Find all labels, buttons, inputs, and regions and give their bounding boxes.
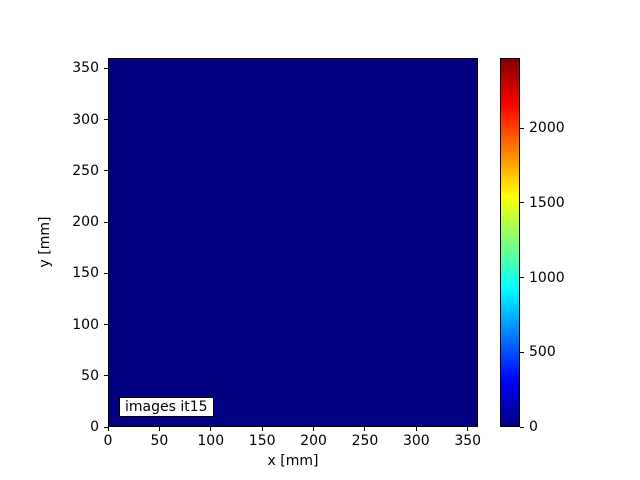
y-tick-label: 150 <box>72 265 99 282</box>
annotation-box: images it15 <box>119 397 214 417</box>
y-tick-mark <box>104 170 108 172</box>
y-tick-label: 200 <box>72 214 99 230</box>
x-tick-mark <box>210 427 212 431</box>
colorbar-tick-mark <box>520 426 524 428</box>
x-tick-label: 200 <box>300 433 327 449</box>
y-tick-mark <box>104 375 108 377</box>
y-tick-label: 300 <box>72 111 99 128</box>
x-tick-label: 0 <box>103 433 113 449</box>
heatmap-axes <box>108 58 478 427</box>
x-tick-mark <box>158 427 160 431</box>
x-tick-mark <box>313 427 315 431</box>
colorbar-tick-label: 0 <box>529 419 538 435</box>
x-tick-mark <box>467 427 469 431</box>
x-tick-label: 50 <box>150 433 169 449</box>
y-tick-mark <box>104 119 108 120</box>
y-tick-mark <box>104 426 108 428</box>
colorbar-tick-label: 1500 <box>529 194 565 211</box>
x-tick-label: 250 <box>351 433 379 449</box>
y-tick-label: 350 <box>72 60 99 77</box>
x-axis-label: x [mm] <box>267 453 319 469</box>
y-tick-label: 0 <box>90 419 99 435</box>
y-tick-mark <box>104 221 108 223</box>
x-tick-label: 150 <box>248 433 276 449</box>
y-tick-label: 50 <box>81 367 99 384</box>
colorbar-tick-mark <box>520 202 524 204</box>
colorbar-tick-mark <box>520 351 524 353</box>
x-tick-mark <box>415 427 417 431</box>
y-tick-label: 100 <box>72 316 99 333</box>
x-tick-mark <box>261 427 263 431</box>
colorbar <box>500 58 520 427</box>
colorbar-tick-label: 1000 <box>529 269 565 286</box>
colorbar-tick-label: 500 <box>529 344 556 361</box>
x-tick-label: 350 <box>454 433 482 449</box>
colorbar-tick-mark <box>520 127 524 129</box>
annotation-label: images it15 <box>125 399 208 415</box>
y-tick-mark <box>104 67 108 69</box>
y-tick-label: 250 <box>72 162 99 179</box>
x-tick-label: 100 <box>197 433 225 449</box>
colorbar-tick-label: 2000 <box>529 120 565 137</box>
y-tick-mark <box>104 324 108 325</box>
x-tick-mark <box>364 427 366 431</box>
colorbar-tick-mark <box>520 277 524 279</box>
x-tick-mark <box>107 427 109 431</box>
x-tick-label: 300 <box>402 433 430 449</box>
y-tick-mark <box>104 272 108 274</box>
